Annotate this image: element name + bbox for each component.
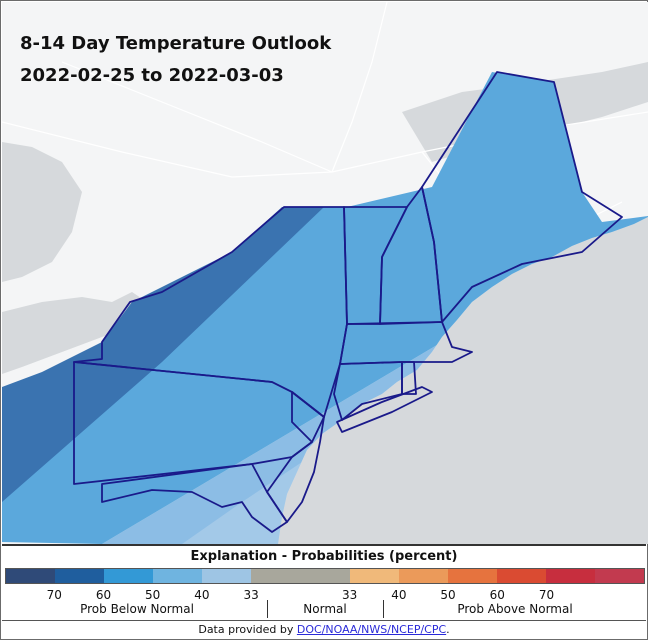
legend-swatches [5, 568, 645, 584]
legend-title: Explanation - Probabilities (percent) [2, 544, 646, 568]
data-credit: Data provided by DOC/NOAA/NWS/NCEP/CPC. [2, 620, 646, 639]
map-title: 8-14 Day Temperature Outlook 2022-02-25 … [20, 28, 331, 92]
state-borders [73, 71, 623, 533]
map-svg [2, 2, 648, 544]
legend-tick-8: 60 [489, 588, 505, 602]
legend-tick-3: 40 [194, 588, 210, 602]
legend-swatch-11 [545, 569, 595, 583]
lake-huron [2, 142, 82, 282]
legend-swatch-12 [594, 569, 645, 583]
legend-swatch-1 [55, 569, 105, 583]
credit-link[interactable]: DOC/NOAA/NWS/NCEP/CPC [296, 623, 447, 636]
border-long-island [336, 386, 433, 433]
legend-swatch-10 [496, 569, 546, 583]
legend-group-normal: Normal [303, 602, 347, 616]
legend-tick-6: 40 [391, 588, 407, 602]
border-maine [421, 71, 623, 323]
lake-erie [2, 292, 147, 374]
legend-tick-2: 50 [145, 588, 161, 602]
legend-tick-9: 70 [538, 588, 555, 602]
map-area: 8-14 Day Temperature Outlook 2022-02-25 … [2, 2, 648, 544]
band-below-60 [2, 207, 324, 502]
legend-separator-1 [267, 600, 268, 618]
legend-swatch-4 [202, 569, 252, 583]
legend-tick-5: 33 [341, 588, 358, 602]
legend-tick-0: 70 [46, 588, 62, 602]
legend-group-above: Prob Above Normal [457, 602, 573, 616]
legend-swatch-2 [104, 569, 154, 583]
legend-swatch-8 [398, 569, 448, 583]
legend-tick-1: 60 [95, 588, 112, 602]
legend-swatch-0 [6, 569, 56, 583]
legend-separator-2 [383, 600, 384, 618]
legend-tick-7: 50 [440, 588, 456, 602]
band-below-33 [182, 332, 492, 544]
legend-swatch-7 [349, 569, 399, 583]
credit-suffix: . [446, 623, 450, 636]
legend-swatch-6 [300, 569, 350, 583]
legend-group-below: Prob Below Normal [80, 602, 194, 616]
border-rhode-island [401, 361, 417, 395]
legend-tick-4: 33 [243, 588, 259, 602]
band-below-50 [2, 72, 648, 544]
legend-swatch-5 [251, 569, 301, 583]
credit-prefix: Data provided by [198, 623, 297, 636]
legend-swatch-3 [153, 569, 203, 583]
legend-swatch-9 [447, 569, 497, 583]
border-maryland-delaware [101, 463, 288, 533]
legend: Explanation - Probabilities (percent) 70… [2, 544, 648, 640]
title-line-2: 2022-02-25 to 2022-03-03 [20, 65, 284, 86]
title-line-1: 8-14 Day Temperature Outlook [20, 33, 332, 54]
